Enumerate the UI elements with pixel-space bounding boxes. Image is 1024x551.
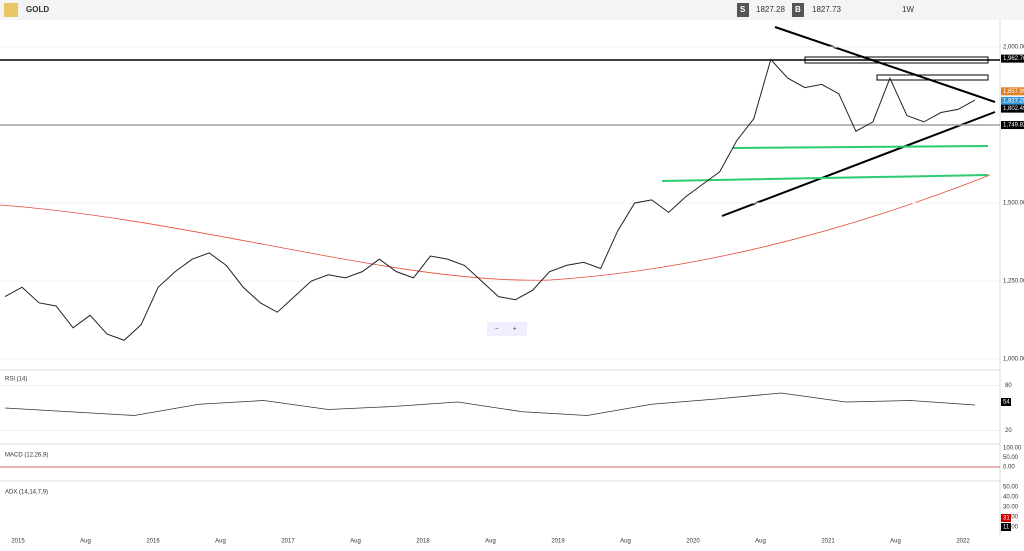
triangle-trendline	[721, 26, 996, 217]
toolbar	[0, 0, 1024, 20]
timeframe[interactable]: 1W	[902, 5, 914, 14]
x-tick-label: 2020	[686, 539, 700, 545]
adx-tag	[1001, 523, 1011, 531]
buy-button[interactable]	[792, 3, 804, 17]
symbol-icon	[4, 3, 18, 17]
x-tick-label: 2019	[551, 539, 565, 545]
adx-tag	[1001, 514, 1011, 522]
x-tick-label: 2015	[11, 539, 25, 545]
y-tick-label: 50.00	[1003, 455, 1019, 461]
zoom-controls[interactable]	[487, 322, 527, 336]
y-tick-label: 100.00	[1003, 446, 1022, 452]
price-tag	[1001, 121, 1024, 130]
y-tick-label: 40.00	[1003, 495, 1019, 501]
x-tick-label: 2018	[416, 539, 430, 545]
panel-title: ADX (14,14,7,9)	[5, 490, 48, 496]
buy-label: B	[795, 5, 801, 14]
x-tick-label: 2016	[146, 539, 160, 545]
price-tag-label: 1,827.28	[1003, 98, 1024, 104]
panel-title: RSI (14)	[5, 377, 27, 383]
x-tick-label: Aug	[80, 539, 91, 545]
moving-average	[0, 174, 991, 281]
x-tick-label: Aug	[485, 539, 496, 545]
symbol[interactable]: GOLD	[26, 5, 49, 14]
y-tick-label: 0.00	[1003, 465, 1015, 471]
price-tag	[1001, 54, 1024, 63]
x-tick-label: 2017	[281, 539, 295, 545]
y-tick-label: 1,000.00	[1003, 357, 1024, 363]
y-tick-label: 50.00	[1003, 485, 1019, 491]
adx-value: 11	[1003, 525, 1010, 531]
y-tick-label: 30.00	[1003, 505, 1019, 511]
x-tick-label: 2022	[956, 539, 970, 545]
zoom-in[interactable]: +	[513, 327, 517, 333]
x-tick-label: Aug	[350, 539, 361, 545]
x-tick-label: Aug	[620, 539, 631, 545]
sell-button[interactable]	[737, 3, 749, 17]
y-tick-label: 80	[1005, 383, 1012, 389]
sell-label: S	[740, 5, 746, 14]
buy-price: 1827.73	[812, 5, 841, 14]
price-tag	[1001, 96, 1024, 105]
x-tick-label: Aug	[890, 539, 901, 545]
price-tag-label: 1,962.76	[1003, 56, 1024, 62]
price-tag	[1001, 104, 1024, 113]
zoom-out[interactable]: −	[495, 327, 499, 333]
price-tag-label: 1,857.99	[1003, 89, 1024, 95]
y-tick-label: 2,000.00	[1003, 45, 1024, 51]
x-tick-label: 2021	[821, 539, 835, 545]
rsi-last: 54	[1003, 400, 1010, 406]
zone-box	[876, 74, 989, 81]
x-tick-label: Aug	[215, 539, 226, 545]
sell-price: 1827.28	[756, 5, 785, 14]
y-tick-label: 20	[1005, 428, 1012, 434]
price-tag	[1001, 87, 1024, 96]
zone-box	[804, 56, 989, 64]
y-tick-label: 1,250.00	[1003, 279, 1024, 285]
price-line	[4, 58, 976, 341]
price-tag-label: 1,802.49	[1003, 106, 1024, 112]
support-line	[661, 145, 989, 182]
panel-title: MACD (12,26,9)	[5, 453, 48, 459]
adx-value: 31	[1003, 516, 1010, 522]
rsi-line	[4, 392, 976, 416]
rsi-tag	[1001, 398, 1011, 406]
price-tag-label: 1,749.82	[1003, 123, 1024, 129]
x-tick-label: Aug	[755, 539, 766, 545]
y-tick-label: 1,500.00	[1003, 201, 1024, 207]
